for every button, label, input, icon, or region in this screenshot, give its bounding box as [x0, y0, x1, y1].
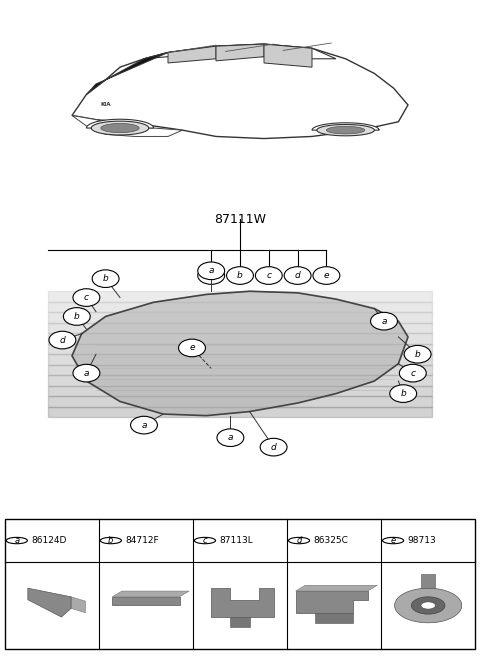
- Circle shape: [390, 385, 417, 402]
- Circle shape: [63, 308, 90, 325]
- Text: a: a: [208, 271, 214, 280]
- Polygon shape: [48, 344, 432, 354]
- Circle shape: [198, 262, 225, 279]
- Text: d: d: [271, 443, 276, 451]
- Text: c: c: [203, 536, 207, 545]
- Text: a: a: [208, 266, 214, 276]
- Polygon shape: [48, 333, 432, 344]
- Polygon shape: [71, 597, 85, 613]
- Polygon shape: [264, 44, 312, 67]
- Text: a: a: [228, 433, 233, 442]
- Polygon shape: [48, 323, 432, 333]
- Polygon shape: [312, 123, 379, 130]
- Polygon shape: [211, 588, 274, 617]
- Polygon shape: [230, 617, 250, 627]
- Text: c: c: [266, 271, 271, 280]
- Polygon shape: [411, 597, 445, 614]
- Text: b: b: [415, 350, 420, 359]
- Polygon shape: [112, 597, 180, 605]
- Text: c: c: [410, 369, 415, 378]
- Polygon shape: [421, 602, 435, 609]
- Polygon shape: [395, 588, 462, 623]
- Circle shape: [288, 537, 310, 544]
- Text: e: e: [324, 271, 329, 280]
- Polygon shape: [48, 386, 432, 396]
- Polygon shape: [48, 375, 432, 386]
- Circle shape: [371, 312, 397, 330]
- Text: b: b: [74, 312, 80, 321]
- Text: a: a: [381, 317, 387, 325]
- Text: 87113L: 87113L: [219, 536, 253, 545]
- Text: d: d: [296, 536, 302, 545]
- Polygon shape: [296, 585, 377, 591]
- Text: a: a: [141, 420, 147, 430]
- Polygon shape: [72, 115, 182, 136]
- Polygon shape: [216, 44, 264, 61]
- Circle shape: [404, 346, 431, 363]
- Circle shape: [198, 267, 225, 284]
- Text: a: a: [14, 536, 19, 545]
- Polygon shape: [48, 396, 432, 407]
- Polygon shape: [91, 121, 149, 135]
- Text: a: a: [84, 369, 89, 378]
- Text: 86325C: 86325C: [313, 536, 348, 545]
- Circle shape: [100, 537, 121, 544]
- Text: b: b: [400, 389, 406, 398]
- Text: 86124D: 86124D: [31, 536, 67, 545]
- Text: c: c: [84, 293, 89, 302]
- Polygon shape: [72, 44, 408, 138]
- Text: e: e: [391, 536, 396, 545]
- Circle shape: [131, 417, 157, 434]
- Polygon shape: [421, 574, 435, 588]
- Circle shape: [92, 270, 119, 287]
- Circle shape: [313, 267, 340, 284]
- Polygon shape: [326, 127, 365, 134]
- Polygon shape: [48, 291, 432, 302]
- Text: b: b: [237, 271, 243, 280]
- Circle shape: [49, 331, 76, 349]
- Polygon shape: [315, 613, 353, 623]
- Text: 87111W: 87111W: [214, 213, 266, 226]
- Circle shape: [255, 267, 282, 284]
- Text: b: b: [103, 274, 108, 283]
- Polygon shape: [86, 119, 154, 128]
- Text: 84712F: 84712F: [125, 536, 159, 545]
- Polygon shape: [48, 302, 432, 312]
- Circle shape: [217, 429, 244, 447]
- Polygon shape: [48, 312, 432, 323]
- Polygon shape: [86, 52, 168, 94]
- Text: e: e: [189, 344, 195, 352]
- Polygon shape: [144, 44, 336, 59]
- Polygon shape: [168, 46, 216, 63]
- Circle shape: [284, 267, 311, 284]
- Polygon shape: [112, 591, 189, 597]
- Circle shape: [194, 537, 216, 544]
- Circle shape: [73, 364, 100, 382]
- Circle shape: [227, 267, 253, 284]
- Circle shape: [399, 364, 426, 382]
- Polygon shape: [48, 407, 432, 417]
- Polygon shape: [48, 365, 432, 375]
- Text: b: b: [108, 536, 114, 545]
- Circle shape: [73, 289, 100, 306]
- Polygon shape: [72, 291, 408, 416]
- Circle shape: [260, 438, 287, 456]
- Circle shape: [6, 537, 27, 544]
- Polygon shape: [48, 354, 432, 365]
- Circle shape: [383, 537, 404, 544]
- Text: d: d: [60, 336, 65, 344]
- Polygon shape: [317, 125, 374, 136]
- Polygon shape: [28, 588, 71, 617]
- Text: KIA: KIA: [100, 102, 111, 108]
- Polygon shape: [296, 591, 368, 613]
- Text: d: d: [295, 271, 300, 280]
- Text: 98713: 98713: [408, 536, 436, 545]
- Polygon shape: [101, 123, 139, 133]
- Circle shape: [179, 339, 205, 357]
